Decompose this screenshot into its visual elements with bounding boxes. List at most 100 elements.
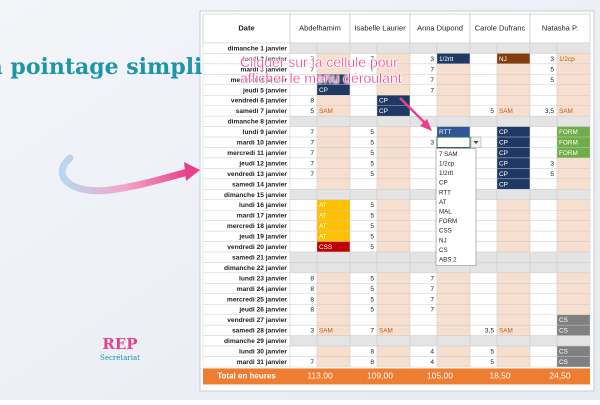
hours-label: 8 xyxy=(310,275,314,282)
cell xyxy=(529,209,558,221)
cell xyxy=(376,251,411,263)
dropdown-item[interactable]: 1/2cp xyxy=(439,161,455,168)
dropdown-item[interactable]: RTT xyxy=(439,189,451,196)
dropdown-item[interactable]: CSS xyxy=(439,228,452,235)
hours-label: 7 xyxy=(430,307,434,314)
dropdown-item[interactable]: AT xyxy=(439,199,447,206)
hours-label: 5 xyxy=(370,160,374,167)
header-label: Isabelle Laurier xyxy=(354,23,406,32)
cell xyxy=(376,189,411,200)
dropdown-item[interactable]: MAL xyxy=(439,209,452,216)
header-label: Abdelhamim xyxy=(299,23,341,32)
cell xyxy=(436,356,471,368)
cell xyxy=(316,283,351,295)
cell xyxy=(316,314,351,326)
cell xyxy=(376,126,411,138)
cell xyxy=(376,356,411,368)
hours-label: 3 xyxy=(430,56,434,63)
cell xyxy=(529,189,558,200)
cell xyxy=(529,345,558,357)
total-cell xyxy=(470,368,530,385)
cell xyxy=(316,157,351,169)
header-cell xyxy=(469,13,531,44)
cell xyxy=(529,251,558,263)
date-label: vendredi 27 janvier xyxy=(227,317,287,324)
total-label: 24,50 xyxy=(549,371,571,381)
code-label: CP xyxy=(379,98,388,105)
cell xyxy=(496,262,531,274)
cell xyxy=(496,42,531,54)
cell xyxy=(529,126,558,138)
date-label: lundi 16 janvier xyxy=(239,202,287,209)
hours-label: 7 xyxy=(370,56,374,63)
dropdown-item[interactable]: 1/2rtt xyxy=(439,170,453,177)
header-cell xyxy=(529,13,591,44)
cell xyxy=(496,345,531,357)
date-label: samedi 21 janvier xyxy=(232,254,287,261)
cell xyxy=(496,63,531,75)
date-label: mercredi 18 janvier xyxy=(227,223,288,230)
cell xyxy=(496,241,531,253)
cell xyxy=(349,189,378,200)
cell xyxy=(316,42,351,54)
cell xyxy=(469,335,498,347)
code-label: AT xyxy=(319,213,327,220)
dropdown-item[interactable]: ABS 2 xyxy=(439,257,457,264)
cell xyxy=(496,209,531,221)
hours-label: 5 xyxy=(370,140,374,147)
dropdown-item[interactable]: CS xyxy=(439,247,448,254)
cell xyxy=(556,262,591,274)
cell xyxy=(409,220,438,232)
cell xyxy=(436,304,471,315)
hours-label: 3 xyxy=(430,140,434,147)
cell xyxy=(529,115,558,127)
hours-label: 8 xyxy=(370,349,374,356)
hours-label: 5 xyxy=(370,296,374,303)
date-label: mercredi 4 janvier xyxy=(231,77,288,84)
cell xyxy=(316,356,351,368)
cell xyxy=(436,335,471,347)
cell xyxy=(316,272,351,284)
hours-label: 7 xyxy=(430,275,434,282)
hours-label: 5 xyxy=(490,108,494,115)
hours-label: 5 xyxy=(370,275,374,282)
code-label: CP xyxy=(499,139,508,146)
hours-label: 7 xyxy=(430,77,434,84)
date-label: lundi 2 janvier xyxy=(243,56,288,63)
cell xyxy=(529,356,558,368)
code-label: SAM xyxy=(319,328,333,335)
date-label: vendredi 13 janvier xyxy=(227,171,287,178)
dropdown[interactable]: 7 SAM 1/2cp 1/2rtt CP RTT AT MAL FORM CSS NJ CS ABS… xyxy=(435,136,482,266)
cell xyxy=(469,283,498,295)
date-label: mercredi 11 janvier xyxy=(227,150,287,157)
date-label: jeudi 12 janvier xyxy=(238,160,287,167)
cell xyxy=(316,189,351,200)
cell xyxy=(289,115,318,127)
cell xyxy=(496,74,531,85)
cell xyxy=(556,251,591,263)
hours-label: 7 xyxy=(310,56,314,63)
cell xyxy=(469,293,498,305)
hours-label: 5 xyxy=(490,349,494,356)
dropdown-item[interactable]: FORM xyxy=(439,218,457,225)
code-label: CP xyxy=(319,87,328,94)
cell xyxy=(289,314,318,326)
dropdown-item[interactable]: NJ xyxy=(439,237,447,244)
cell xyxy=(316,293,351,305)
total-cell xyxy=(530,368,590,385)
cell xyxy=(529,230,558,242)
hours-label: 4 xyxy=(430,349,434,356)
cell xyxy=(496,115,531,127)
callout-arrow xyxy=(399,97,429,127)
cell xyxy=(496,304,531,315)
date-label: mercredi 25 janvier xyxy=(227,296,288,303)
cell xyxy=(556,95,591,106)
dropdown-item[interactable]: CP xyxy=(439,180,448,187)
cell xyxy=(376,262,411,274)
hours-label: 5 xyxy=(550,77,554,84)
active-cell xyxy=(436,136,471,149)
dropdown-item[interactable]: 7 SAM xyxy=(439,151,458,158)
hours-label: 8 xyxy=(310,296,314,303)
hours-label: 5 xyxy=(550,171,554,178)
cell xyxy=(496,293,531,305)
